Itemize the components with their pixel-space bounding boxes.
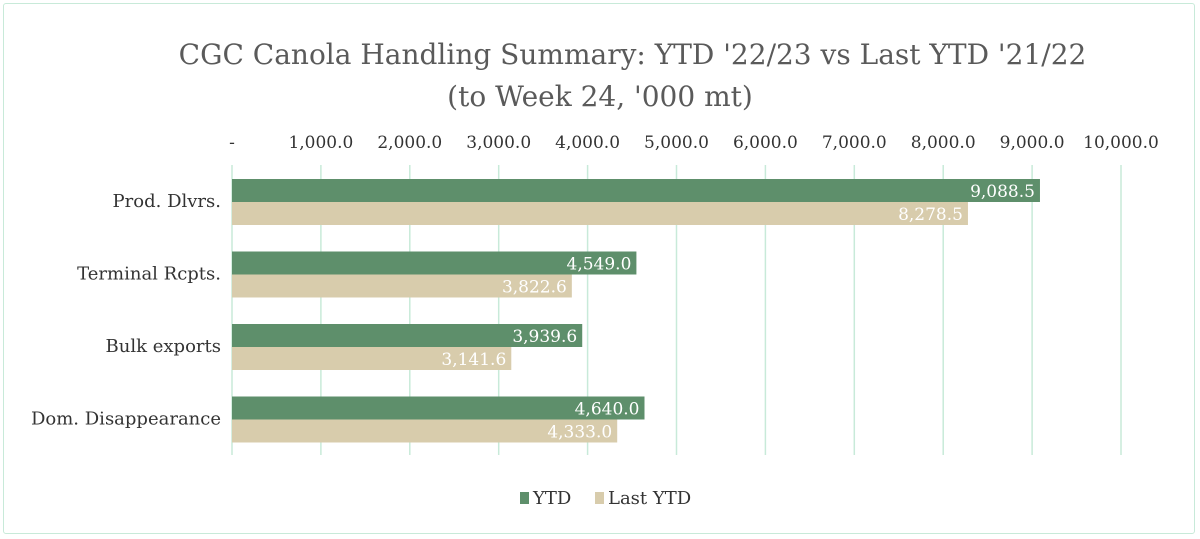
bar-last-ytd (232, 347, 512, 370)
chart-title: CGC Canola Handling Summary: YTD '22/23 … (178, 38, 1087, 71)
bar-last-ytd (232, 202, 968, 225)
data-labels: 9,088.5 8,278.5 4,549.03,822.6 3,939.6 3,141… (441, 182, 1035, 443)
data-label: 3,939.6 (512, 327, 577, 347)
bars (232, 179, 1040, 443)
chart-subtitle: (to Week 24, '000 mt) (447, 80, 753, 113)
x-tick-label: 9,000.0 (1000, 133, 1065, 153)
bar-ytd (232, 396, 645, 420)
data-label: 4,549.0 (567, 255, 632, 275)
data-label: 3,822.6 (502, 278, 567, 298)
category-label: Prod. Dlvrs. (113, 191, 221, 212)
bar-ytd (232, 251, 637, 275)
x-tick-label: - (229, 133, 235, 153)
x-axis-ticks: - 1,000.0 2,000.0 3,000.0 4,000.0 5,000.0 6,00… (229, 133, 1159, 153)
x-tick-label: 2,000.0 (377, 133, 442, 153)
data-label: 3,141.6 (441, 350, 506, 370)
x-tick-label: 7,000.0 (822, 133, 887, 153)
data-label: 9,088.5 (970, 182, 1035, 202)
category-label: Dom. Disappearance (31, 409, 221, 430)
chart-frame (3, 3, 1195, 534)
bar-last-ytd (232, 274, 572, 298)
x-tick-label: 6,000.0 (733, 133, 798, 153)
data-label: 4,640.0 (575, 400, 640, 420)
legend-swatch-ytd (520, 492, 529, 504)
bar-ytd (232, 179, 1040, 202)
legend-label: Last YTD (608, 488, 691, 509)
x-tick-label: 4,000.0 (555, 133, 620, 153)
category-label: Bulk exports (106, 336, 221, 357)
category-label: Terminal Rcpts. (77, 264, 221, 285)
x-tick-label: 5,000.0 (644, 133, 709, 153)
category-labels: Prod. Dlvrs. Terminal Rcpts. Bulk exports D… (31, 191, 221, 430)
data-label: 4,333.0 (547, 423, 612, 443)
legend: YTD Last YTD (520, 488, 691, 509)
x-tick-label: 10,000.0 (1083, 133, 1159, 153)
bar-ytd (232, 324, 583, 347)
x-tick-label: 1,000.0 (288, 133, 353, 153)
x-tick-label: 3,000.0 (466, 133, 531, 153)
bar-last-ytd (232, 419, 618, 443)
legend-swatch-last-ytd (595, 492, 604, 504)
data-label: 8,278.5 (898, 205, 963, 225)
legend-label: YTD (532, 488, 571, 509)
x-tick-label: 8,000.0 (911, 133, 976, 153)
